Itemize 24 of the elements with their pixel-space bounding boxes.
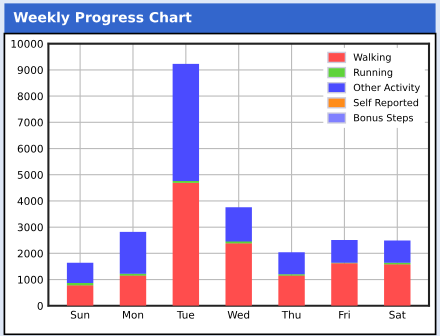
x-tick-label: Mon (123, 310, 144, 319)
x-tick-label: Tue (176, 310, 194, 319)
y-tick-label: 6000 (18, 144, 43, 153)
legend-label: Walking (354, 53, 391, 63)
y-tick-label: 7000 (18, 118, 43, 126)
x-tick-label: Sun (70, 310, 90, 319)
legend-label: Other Activity (354, 84, 420, 94)
x-tick-label: Sat (389, 310, 406, 319)
y-tick-label: 8000 (18, 92, 43, 100)
chart-title: Weekly Progress Chart (14, 12, 192, 26)
x-tick-label: Fri (339, 310, 350, 319)
y-tick-label: 10000 (12, 40, 43, 48)
y-tick-label: 3000 (18, 223, 43, 232)
y-tick-label: 2000 (18, 250, 43, 258)
y-tick-label: 0 (38, 302, 43, 310)
x-tick-label: Wed (228, 310, 250, 319)
y-tick-label: 9000 (18, 66, 43, 74)
legend-label: Self Reported (354, 98, 418, 108)
x-tick-label: Thu (282, 310, 300, 319)
legend-label: Running (354, 68, 392, 78)
y-tick-label: 5000 (18, 170, 43, 179)
y-tick-label: 1000 (18, 276, 43, 284)
legend-label: Bonus Steps (354, 114, 414, 124)
y-tick-label: 4000 (18, 197, 43, 206)
